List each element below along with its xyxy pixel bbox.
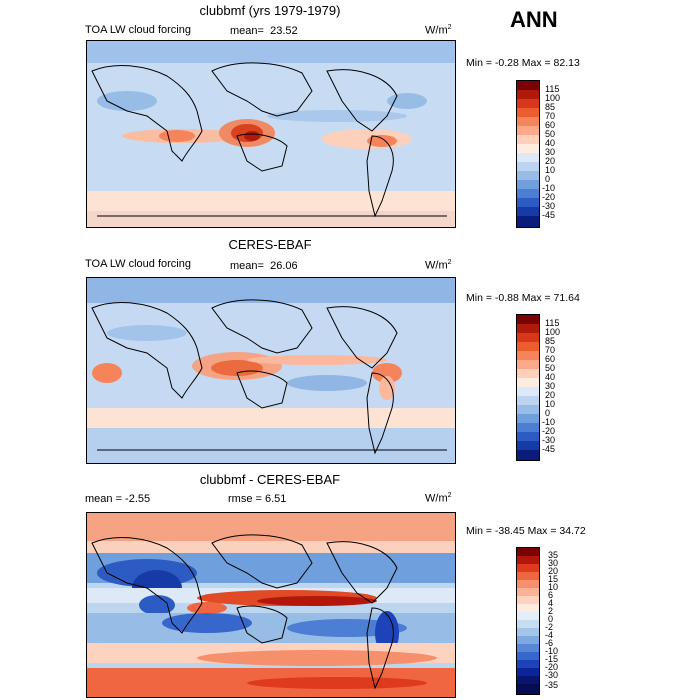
panel2-colorbar-label: 20 bbox=[545, 390, 556, 400]
panel1-map bbox=[86, 40, 456, 228]
panel2-colorbar-label: -20 bbox=[542, 426, 556, 436]
panel3-colorbar-label: -15 bbox=[545, 654, 559, 664]
panel2-colorbar-label: 60 bbox=[545, 354, 556, 364]
panel3-mean: mean = -2.55 bbox=[85, 493, 151, 505]
panel2-colorbar-label: 30 bbox=[545, 381, 556, 391]
panel1-colorbar bbox=[516, 80, 540, 228]
panel1-colorbar-label: -20 bbox=[542, 192, 556, 202]
panel1-colorbar-label: 30 bbox=[545, 147, 556, 157]
panel3-colorbar-label: 15 bbox=[548, 574, 559, 584]
panel3-colorbar-label: -20 bbox=[545, 662, 559, 672]
panel1-colorbar-label: 85 bbox=[545, 102, 556, 112]
panel3-minmax: Min = -38.45 Max = 34.72 bbox=[466, 525, 586, 537]
panel2-colorbar-label: 0 bbox=[545, 408, 551, 418]
panel3-title: clubbmf - CERES-EBAF bbox=[199, 472, 341, 487]
panel2-mean-label: mean= 26.06 bbox=[230, 260, 298, 272]
panel1-colorbar-label: -30 bbox=[542, 201, 556, 211]
panel1-mean-value: 23.52 bbox=[270, 25, 298, 37]
panel2-colorbar-label: 70 bbox=[545, 345, 556, 355]
panel2-title: CERES-EBAF bbox=[228, 237, 312, 252]
panel2-colorbar-label: -30 bbox=[542, 435, 556, 445]
panel3-colorbar-label: 30 bbox=[548, 558, 559, 568]
panel1-map-svg bbox=[87, 41, 455, 227]
panel3-units: W/m2 bbox=[425, 492, 452, 505]
panel1-minmax: Min = -0.28 Max = 82.13 bbox=[466, 57, 580, 69]
panel1-colorbar-label: -45 bbox=[542, 210, 556, 220]
panel2-colorbar-label: -10 bbox=[542, 417, 556, 427]
panel2-variable-label: TOA LW cloud forcing bbox=[85, 258, 191, 270]
panel2-map bbox=[86, 277, 456, 464]
panel3-map-svg bbox=[87, 513, 455, 697]
panel2-minmax: Min = -0.88 Max = 71.64 bbox=[466, 292, 580, 304]
panel2-colorbar-label: 10 bbox=[545, 399, 556, 409]
panel2-colorbar bbox=[516, 314, 540, 461]
panel2-colorbar-label: 100 bbox=[545, 327, 561, 337]
panel2-units: W/m2 bbox=[425, 259, 452, 272]
panel1-colorbar-label: 115 bbox=[545, 84, 560, 94]
panel3-colorbar-label: 4 bbox=[548, 598, 554, 608]
panel2-colorbar-label: -45 bbox=[542, 444, 556, 454]
panel1-colorbar-label: 70 bbox=[545, 111, 556, 121]
panel3-colorbar-label: -30 bbox=[545, 670, 559, 680]
panel3-colorbar-label: 0 bbox=[548, 614, 554, 624]
panel3-colorbar-label: 2 bbox=[548, 606, 554, 616]
panel1-units: W/m2 bbox=[425, 24, 452, 37]
panel3-colorbar-label: 35 bbox=[548, 550, 559, 560]
panel3-colorbar bbox=[516, 547, 540, 695]
panel2-colorbar-label: 115 bbox=[545, 318, 560, 328]
panel1-colorbar-label: -10 bbox=[542, 183, 556, 193]
panel2-map-svg bbox=[87, 278, 455, 463]
panel3-colorbar-label: 20 bbox=[548, 566, 559, 576]
panel3-rmse: rmse = 6.51 bbox=[228, 493, 287, 505]
panel1-colorbar-label: 10 bbox=[545, 165, 556, 175]
panel2-colorbar-label: 50 bbox=[545, 363, 556, 373]
panel2-colorbar-label: 85 bbox=[545, 336, 556, 346]
panel1-colorbar-label: 60 bbox=[545, 120, 556, 130]
season-label: ANN bbox=[510, 7, 558, 32]
panel3-colorbar-label: 10 bbox=[548, 582, 559, 592]
panel2-mean-value: 26.06 bbox=[270, 260, 298, 272]
panel3-colorbar-label: -2 bbox=[545, 622, 554, 632]
panel3-colorbar-label: -6 bbox=[545, 638, 554, 648]
panel3-colorbar-label: -4 bbox=[545, 630, 554, 640]
panel1-colorbar-label: 0 bbox=[545, 174, 551, 184]
panel1-title: clubbmf (yrs 1979-1979) bbox=[199, 3, 341, 18]
panel1-colorbar-label: 100 bbox=[545, 93, 561, 103]
panel1-colorbar-label: 40 bbox=[545, 138, 556, 148]
panel3-colorbar-label: -10 bbox=[545, 646, 559, 656]
panel1-mean-label: mean= 23.52 bbox=[230, 25, 298, 37]
panel3-colorbar-label: 6 bbox=[548, 590, 554, 600]
panel2-colorbar-label: 40 bbox=[545, 372, 556, 382]
panel3-colorbar-label: -35 bbox=[545, 680, 559, 690]
panel1-colorbar-label: 20 bbox=[545, 156, 556, 166]
panel3-map bbox=[86, 512, 456, 698]
panel1-colorbar-label: 50 bbox=[545, 129, 556, 139]
panel1-variable-label: TOA LW cloud forcing bbox=[85, 24, 191, 36]
